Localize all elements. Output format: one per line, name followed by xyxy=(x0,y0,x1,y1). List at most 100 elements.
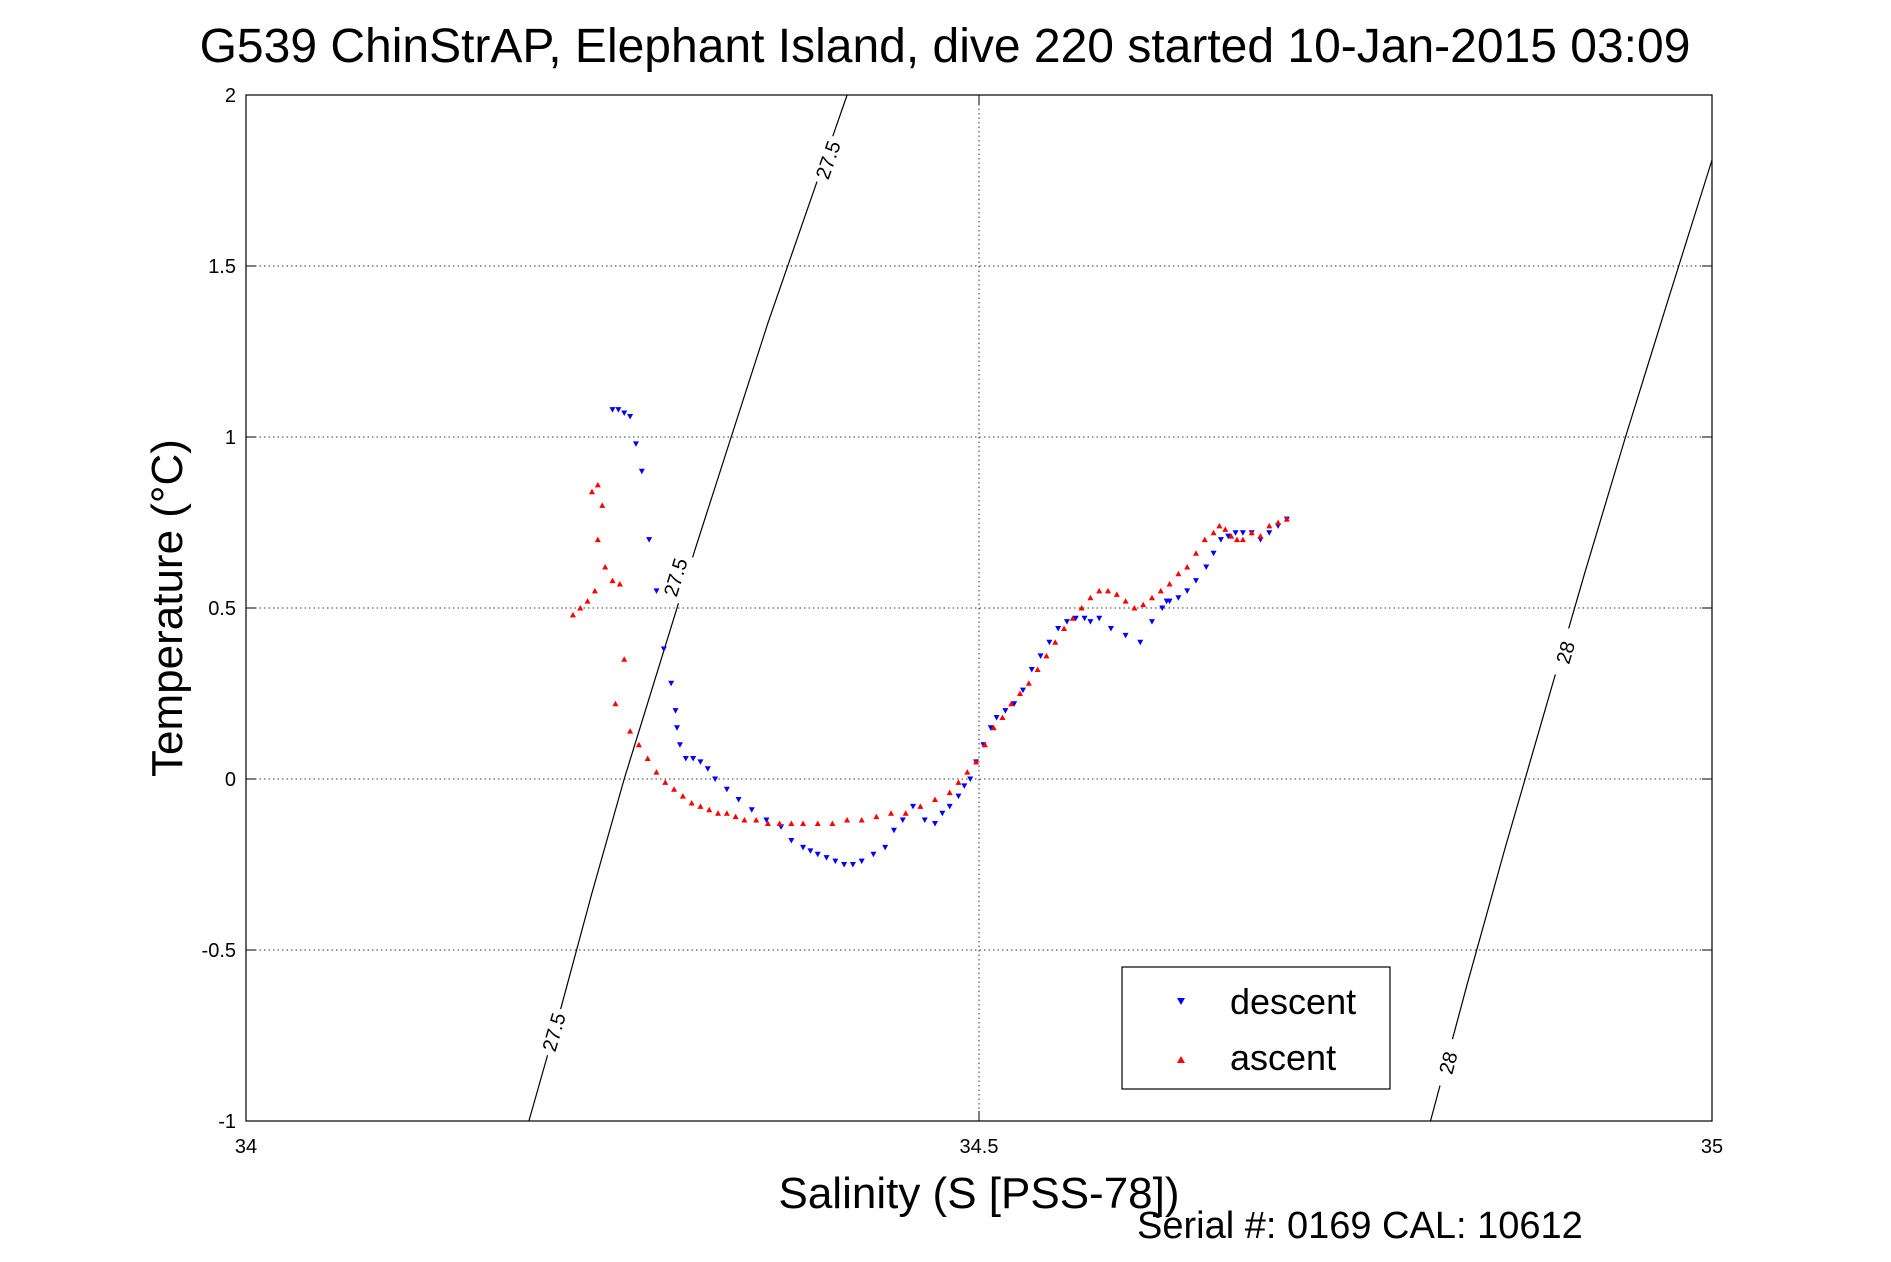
y-axis-label: Temperature (°C) xyxy=(143,439,192,777)
descent-point xyxy=(712,776,719,782)
ascent-point xyxy=(697,803,704,809)
descent-point xyxy=(823,855,830,861)
descent-point xyxy=(1184,588,1191,594)
ascent-point xyxy=(1257,533,1264,539)
ascent-point xyxy=(888,810,895,816)
y-tick-label: 1 xyxy=(225,427,236,449)
ascent-point xyxy=(1069,615,1076,621)
ascent-point xyxy=(715,810,722,816)
ascent-point xyxy=(569,611,576,618)
ascent-point xyxy=(1275,519,1282,525)
ascent-point xyxy=(1025,680,1032,686)
x-axis-ticks: 34 34.5 35 xyxy=(235,95,1723,1158)
descent-point xyxy=(939,810,946,817)
descent-point xyxy=(1266,530,1273,536)
ascent-point xyxy=(1216,522,1223,529)
ascent-point xyxy=(981,741,988,748)
descent-point xyxy=(1137,639,1144,646)
ascent-point xyxy=(932,796,939,803)
ascent-point xyxy=(584,598,591,604)
x-tick-label: 35 xyxy=(1701,1136,1723,1158)
descent-point xyxy=(987,725,994,731)
descent-point xyxy=(870,851,877,858)
contour-label: 27.5 xyxy=(539,1011,571,1054)
ascent-point xyxy=(1122,598,1129,604)
descent-point xyxy=(1225,533,1232,540)
grid xyxy=(245,94,1713,1122)
descent-point xyxy=(1159,605,1166,611)
ascent-point xyxy=(723,810,730,816)
ascent-point xyxy=(1266,522,1273,529)
descent-point xyxy=(723,786,730,793)
ascent-point xyxy=(1105,587,1112,594)
y-tick-label: -1 xyxy=(218,1111,236,1133)
data-points xyxy=(569,407,1290,868)
ascent-point xyxy=(594,481,601,488)
descent-point xyxy=(1148,619,1155,625)
ascent-point xyxy=(732,813,739,820)
descent-point xyxy=(672,708,679,714)
ascent-point xyxy=(1087,594,1094,601)
x-tick-label: 34.5 xyxy=(960,1136,999,1158)
descent-point xyxy=(653,588,660,594)
descent-point xyxy=(615,407,622,413)
descent-point xyxy=(921,817,928,824)
y-tick-label: 0 xyxy=(225,769,236,791)
contour-label-bg xyxy=(657,550,695,604)
ascent-point xyxy=(973,758,980,765)
y-tick-label: 2 xyxy=(225,85,236,107)
descent-point xyxy=(807,848,814,854)
ascent-point xyxy=(588,488,595,495)
ascent-point xyxy=(688,799,695,806)
descent-point xyxy=(1011,701,1018,707)
descent-point xyxy=(638,468,645,475)
descent-point xyxy=(858,858,865,865)
ascent-point xyxy=(1239,536,1246,543)
ascent-point xyxy=(1148,594,1155,601)
ascent-point xyxy=(753,817,760,823)
ascent-point xyxy=(662,779,669,785)
ascent-point xyxy=(594,536,601,543)
ascent-point xyxy=(1043,652,1050,659)
ascent-point xyxy=(1140,601,1147,608)
descent-point xyxy=(1072,615,1079,622)
ascent-point xyxy=(679,793,686,799)
y-axis-ticks: -1 -0.5 0 0.5 1 1.5 2 xyxy=(202,85,1712,1133)
descent-point xyxy=(1239,530,1246,536)
descent-point xyxy=(910,803,917,810)
ascent-point xyxy=(1222,526,1229,532)
descent-point xyxy=(890,827,897,834)
ascent-point xyxy=(844,817,851,823)
ascent-point xyxy=(612,700,619,707)
ascent-point xyxy=(609,577,616,584)
descent-point xyxy=(632,441,639,447)
descent-point xyxy=(748,807,755,813)
ascent-point xyxy=(1008,700,1015,707)
ascent-point xyxy=(635,741,642,748)
ascent-point xyxy=(1201,536,1208,543)
ascent-point xyxy=(1248,529,1255,536)
descent-point xyxy=(946,803,953,810)
contour-label: 27.5 xyxy=(812,138,846,182)
descent-point xyxy=(646,537,653,543)
ascent-point xyxy=(1166,581,1173,587)
descent-point xyxy=(1037,653,1044,659)
descent-point xyxy=(955,793,962,800)
ascent-point xyxy=(873,813,880,820)
descent-point xyxy=(676,742,683,748)
contour-label-bg xyxy=(1547,626,1584,679)
descent-point xyxy=(961,783,968,789)
descent-point xyxy=(1232,530,1239,536)
ascent-point xyxy=(990,724,997,731)
descent-point xyxy=(609,407,616,413)
x-tick-label: 34 xyxy=(235,1136,257,1158)
descent-point xyxy=(1192,578,1199,584)
ascent-point xyxy=(671,786,678,792)
y-tick-label: 0.5 xyxy=(208,598,236,620)
descent-point xyxy=(1081,615,1088,622)
descent-point xyxy=(849,862,856,868)
chart-title: G539 ChinStrAP, Elephant Island, dive 22… xyxy=(200,20,1691,73)
descent-point xyxy=(621,410,628,417)
ascent-point xyxy=(858,817,865,823)
